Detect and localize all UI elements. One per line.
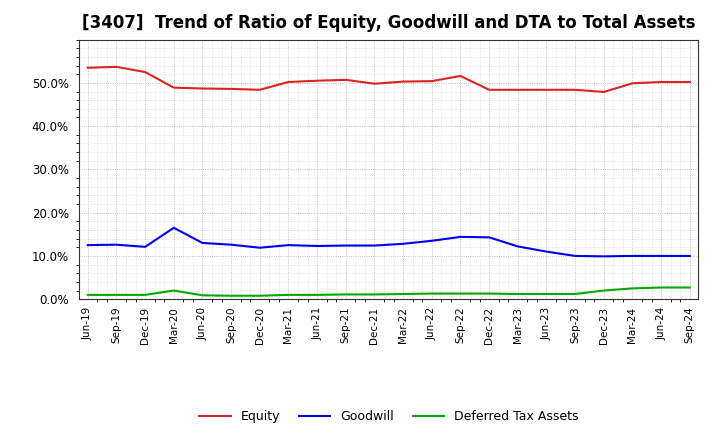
Deferred Tax Assets	[312, 292, 321, 297]
Goodwill	[456, 234, 465, 239]
Equity	[227, 86, 235, 92]
Equity	[685, 79, 694, 84]
Deferred Tax Assets	[399, 291, 408, 297]
Equity	[428, 78, 436, 84]
Deferred Tax Assets	[428, 291, 436, 296]
Deferred Tax Assets	[256, 293, 264, 298]
Deferred Tax Assets	[456, 291, 465, 296]
Goodwill	[256, 245, 264, 250]
Equity	[198, 86, 207, 91]
Deferred Tax Assets	[141, 292, 150, 297]
Equity	[370, 81, 379, 86]
Goodwill	[227, 242, 235, 247]
Line: Deferred Tax Assets: Deferred Tax Assets	[88, 287, 690, 296]
Goodwill	[428, 238, 436, 243]
Equity	[84, 65, 92, 70]
Deferred Tax Assets	[169, 288, 178, 293]
Goodwill	[685, 253, 694, 259]
Goodwill	[600, 254, 608, 259]
Equity	[628, 81, 636, 86]
Equity	[141, 70, 150, 75]
Goodwill	[141, 244, 150, 249]
Deferred Tax Assets	[84, 292, 92, 297]
Deferred Tax Assets	[542, 291, 551, 297]
Deferred Tax Assets	[513, 291, 522, 297]
Deferred Tax Assets	[370, 292, 379, 297]
Deferred Tax Assets	[198, 293, 207, 298]
Equity	[485, 87, 493, 92]
Title: [3407]  Trend of Ratio of Equity, Goodwill and DTA to Total Assets: [3407] Trend of Ratio of Equity, Goodwil…	[82, 15, 696, 33]
Goodwill	[657, 253, 665, 259]
Goodwill	[513, 244, 522, 249]
Goodwill	[112, 242, 121, 247]
Goodwill	[370, 243, 379, 248]
Equity	[657, 79, 665, 84]
Equity	[542, 87, 551, 92]
Deferred Tax Assets	[628, 286, 636, 291]
Equity	[112, 64, 121, 70]
Deferred Tax Assets	[485, 291, 493, 296]
Goodwill	[399, 241, 408, 246]
Equity	[600, 89, 608, 95]
Equity	[169, 85, 178, 90]
Goodwill	[628, 253, 636, 259]
Equity	[571, 87, 580, 92]
Equity	[256, 87, 264, 92]
Deferred Tax Assets	[112, 292, 121, 297]
Goodwill	[341, 243, 350, 248]
Deferred Tax Assets	[600, 288, 608, 293]
Goodwill	[312, 243, 321, 249]
Line: Goodwill: Goodwill	[88, 228, 690, 257]
Line: Equity: Equity	[88, 67, 690, 92]
Deferred Tax Assets	[685, 285, 694, 290]
Equity	[456, 73, 465, 79]
Goodwill	[198, 240, 207, 246]
Equity	[284, 79, 293, 84]
Goodwill	[84, 242, 92, 248]
Equity	[341, 77, 350, 82]
Deferred Tax Assets	[284, 292, 293, 297]
Goodwill	[485, 235, 493, 240]
Legend: Equity, Goodwill, Deferred Tax Assets: Equity, Goodwill, Deferred Tax Assets	[194, 405, 583, 428]
Goodwill	[542, 249, 551, 254]
Equity	[312, 78, 321, 83]
Deferred Tax Assets	[657, 285, 665, 290]
Goodwill	[169, 225, 178, 231]
Equity	[513, 87, 522, 92]
Deferred Tax Assets	[571, 291, 580, 297]
Goodwill	[284, 242, 293, 248]
Deferred Tax Assets	[227, 293, 235, 298]
Goodwill	[571, 253, 580, 259]
Deferred Tax Assets	[341, 292, 350, 297]
Equity	[399, 79, 408, 84]
